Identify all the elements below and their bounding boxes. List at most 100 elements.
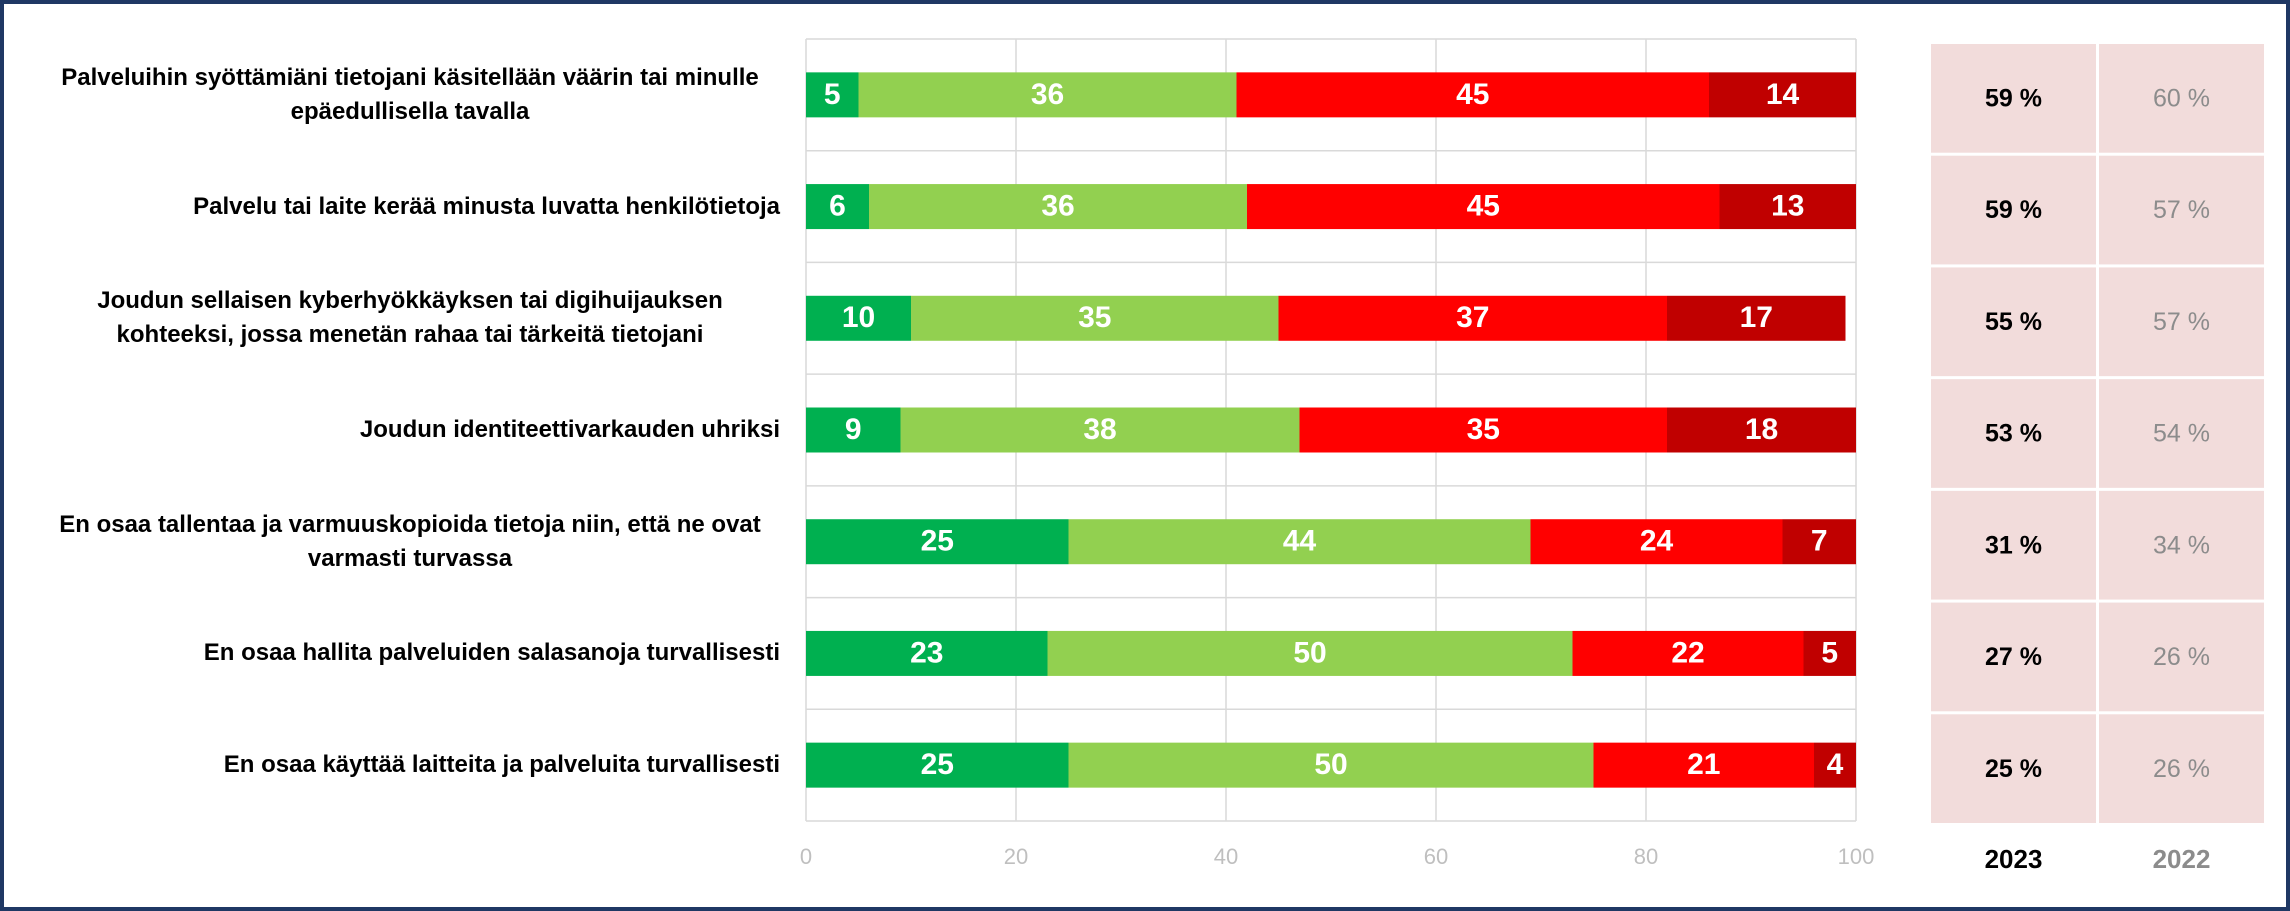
data-label: 7	[1811, 525, 1828, 558]
table-header: 2022	[2153, 844, 2211, 874]
table-cell	[2099, 155, 2264, 265]
table-cell	[1931, 44, 2096, 153]
data-label: 18	[1745, 413, 1778, 446]
data-label: 35	[1467, 413, 1500, 446]
data-label: 36	[1041, 189, 1074, 222]
table-cell	[2099, 490, 2264, 600]
data-label: 24	[1640, 525, 1674, 558]
category-label-box: Joudun identiteettivarkauden uhriksi	[40, 374, 780, 486]
table-cell	[1931, 490, 2096, 600]
data-label: 9	[845, 413, 862, 446]
table-value: 57 %	[2153, 196, 2210, 224]
data-label: 13	[1771, 189, 1804, 222]
data-label: 22	[1671, 636, 1704, 669]
data-label: 25	[921, 525, 954, 558]
table-value: 54 %	[2153, 420, 2210, 448]
table-value: 59 %	[1985, 84, 2042, 112]
table-cell	[2099, 267, 2264, 377]
table-cell	[2099, 379, 2264, 488]
table-cell	[1931, 267, 2096, 377]
table-cell	[1931, 379, 2096, 488]
table-value: 57 %	[2153, 308, 2210, 336]
bar-segment	[1667, 407, 1856, 453]
bar-segment	[806, 295, 911, 341]
table-value: 59 %	[1985, 196, 2042, 224]
bar-segment	[806, 742, 1069, 788]
table-value: 26 %	[2153, 643, 2210, 671]
table-header: 2023	[1985, 844, 2043, 874]
category-label-box: En osaa käyttää laitteita ja palveluita …	[40, 709, 780, 821]
bar-segment	[1299, 407, 1667, 453]
x-tick-label: 100	[1838, 844, 1875, 869]
x-tick-label: 0	[800, 844, 812, 869]
category-label: Joudun identiteettivarkauden uhriksi	[359, 415, 780, 443]
data-label: 5	[824, 78, 841, 111]
category-label: Joudun sellaisen kyberhyökkäyksen tai di…	[97, 287, 723, 349]
bar-segment	[806, 72, 859, 118]
bar-segment	[806, 519, 1069, 565]
bar-segment	[1719, 184, 1856, 230]
bar-segment	[806, 630, 1048, 676]
bar-segment	[900, 407, 1300, 453]
bar-segment	[869, 184, 1247, 230]
data-label: 23	[910, 636, 943, 669]
data-label: 45	[1456, 78, 1489, 111]
bar-segment	[806, 184, 869, 230]
data-label: 6	[829, 189, 846, 222]
bar-segment	[1530, 519, 1783, 565]
bar-segment	[911, 295, 1279, 341]
data-label: 4	[1827, 748, 1844, 781]
table-value: 31 %	[1985, 531, 2042, 559]
data-label: 44	[1283, 525, 1317, 558]
bar-segment	[1068, 742, 1594, 788]
category-label-box: En osaa hallita palveluiden salasanoja t…	[40, 598, 780, 710]
x-tick-label: 60	[1424, 844, 1448, 869]
data-label: 38	[1083, 413, 1116, 446]
table-cell	[1931, 714, 2096, 823]
table-value: 34 %	[2153, 531, 2210, 559]
data-label: 45	[1467, 189, 1500, 222]
x-tick-label: 20	[1004, 844, 1028, 869]
data-label: 17	[1740, 301, 1773, 334]
category-label: En osaa käyttää laitteita ja palveluita …	[223, 751, 780, 779]
table-value: 25 %	[1985, 755, 2042, 783]
data-label: 50	[1314, 748, 1347, 781]
category-label-box: Joudun sellaisen kyberhyökkäyksen tai di…	[40, 262, 780, 374]
data-label: 36	[1031, 78, 1064, 111]
category-label: En osaa tallentaa ja varmuuskopioida tie…	[59, 510, 761, 572]
bar-segment	[806, 407, 901, 453]
bar-segment	[1667, 295, 1846, 341]
category-label-box: Palveluihin syöttämiäni tietojani käsite…	[40, 39, 780, 151]
table-cell	[1931, 155, 2096, 265]
bar-segment	[1247, 184, 1720, 230]
data-label: 50	[1293, 636, 1326, 669]
x-tick-label: 40	[1214, 844, 1238, 869]
data-label: 5	[1821, 636, 1838, 669]
table-cell	[2099, 602, 2264, 712]
data-label: 14	[1766, 78, 1800, 111]
category-label: Palveluihin syöttämiäni tietojani käsite…	[61, 63, 759, 125]
data-label: 21	[1687, 748, 1720, 781]
bar-segment	[1593, 742, 1814, 788]
table-value: 53 %	[1985, 420, 2042, 448]
bar-segment	[1572, 630, 1804, 676]
table-value: 27 %	[1985, 643, 2042, 671]
data-label: 35	[1078, 301, 1111, 334]
table-cell	[1931, 602, 2096, 712]
table-cell	[2099, 714, 2264, 823]
bar-segment	[1068, 519, 1531, 565]
bar-segment	[858, 72, 1237, 118]
category-label-box: En osaa tallentaa ja varmuuskopioida tie…	[40, 486, 780, 598]
category-label: En osaa hallita palveluiden salasanoja t…	[203, 639, 780, 667]
table-value: 60 %	[2153, 84, 2210, 112]
bar-segment	[1047, 630, 1573, 676]
bar-segment	[1803, 630, 1856, 676]
data-label: 37	[1456, 301, 1489, 334]
bar-segment	[1278, 295, 1667, 341]
table-cell	[2099, 44, 2264, 153]
category-label-box: Palvelu tai laite kerää minusta luvatta …	[40, 151, 780, 263]
bar-segment	[1782, 519, 1856, 565]
data-label: 10	[842, 301, 875, 334]
x-tick-label: 80	[1634, 844, 1658, 869]
